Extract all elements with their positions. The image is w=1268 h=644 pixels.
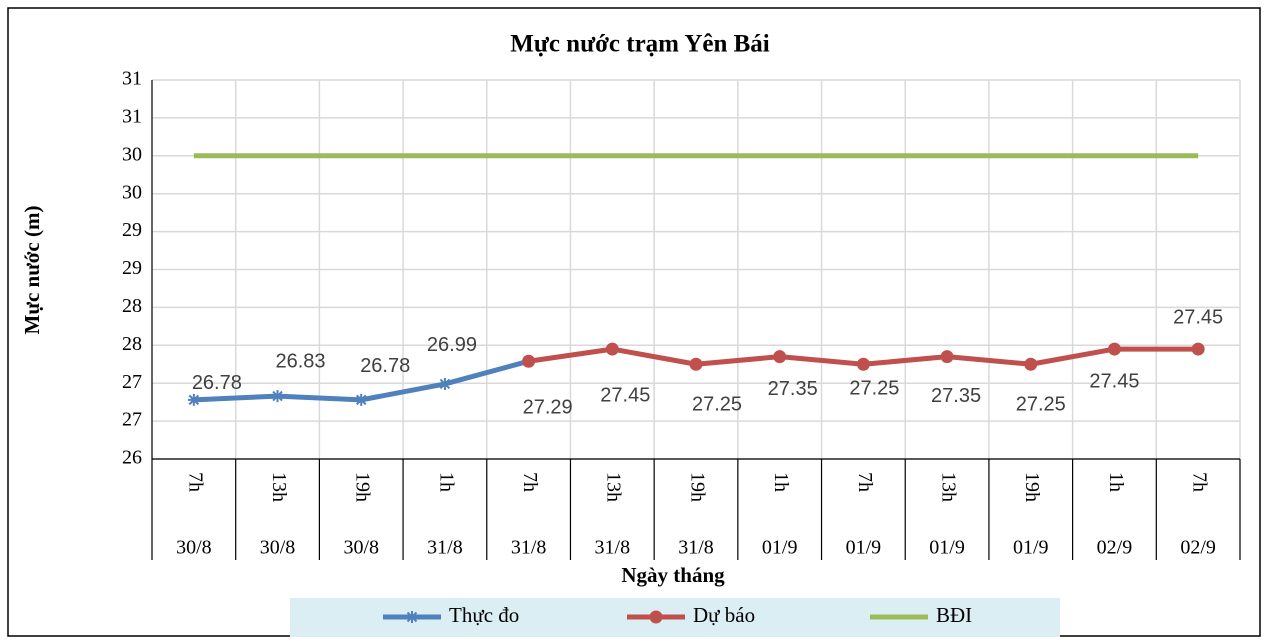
x-group-label: 31/8 xyxy=(595,537,631,559)
y-tick-label: 29 xyxy=(122,257,142,279)
data-point xyxy=(187,393,200,406)
data-point xyxy=(773,350,787,364)
x-group-label: 31/8 xyxy=(427,537,463,559)
data-label: 27.25 xyxy=(692,394,742,416)
x-tick-label: 7h xyxy=(854,472,876,492)
x-group-label: 01/9 xyxy=(1013,537,1049,559)
data-point xyxy=(438,377,451,390)
data-point xyxy=(1024,357,1038,371)
y-tick-label: 27 xyxy=(122,409,142,431)
x-tick-label: 19h xyxy=(352,472,374,502)
data-label: 27.45 xyxy=(600,384,650,406)
data-label: 26.83 xyxy=(276,350,326,372)
data-label: 27.35 xyxy=(931,385,981,407)
y-tick-label: 29 xyxy=(122,219,142,241)
y-tick-label: 26 xyxy=(122,447,142,469)
data-point xyxy=(605,342,619,356)
x-tick-label: 19h xyxy=(1021,472,1043,502)
x-tick-label: 13h xyxy=(268,472,290,502)
legend-marker xyxy=(406,611,418,623)
legend-marker xyxy=(649,610,663,624)
x-group-label: 02/9 xyxy=(1097,537,1133,559)
chart-border xyxy=(7,7,1261,637)
x-group-label: 31/8 xyxy=(678,537,714,559)
x-tick-label: 7h xyxy=(184,472,206,492)
data-point xyxy=(522,354,536,368)
data-label: 27.45 xyxy=(1173,306,1223,328)
data-label: 26.78 xyxy=(360,355,410,377)
y-tick-label: 30 xyxy=(122,181,142,203)
x-tick-label: 7h xyxy=(1189,472,1211,492)
data-label: 27.25 xyxy=(1016,394,1066,416)
legend-label: Dự báo xyxy=(693,603,755,627)
x-group-label: 01/9 xyxy=(846,537,882,559)
y-tick-label: 31 xyxy=(122,68,142,90)
data-point xyxy=(689,357,703,371)
x-group-label: 31/8 xyxy=(511,537,547,559)
data-label: 27.25 xyxy=(849,378,899,400)
x-group-label: 02/9 xyxy=(1180,537,1216,559)
x-group-label: 30/8 xyxy=(176,537,212,559)
data-label: 26.99 xyxy=(427,334,477,356)
x-tick-label: 19h xyxy=(686,472,708,502)
data-point xyxy=(856,357,870,371)
data-point xyxy=(271,390,284,403)
legend-label: Thực đo xyxy=(449,603,519,627)
x-tick-label: 1h xyxy=(435,472,457,492)
x-group-label: 30/8 xyxy=(260,537,296,559)
data-point xyxy=(355,393,368,406)
x-group-label: 01/9 xyxy=(762,537,798,559)
x-tick-label: 13h xyxy=(603,472,625,502)
legend-label: BĐI xyxy=(936,603,972,627)
x-tick-label: 1h xyxy=(770,472,792,492)
y-tick-label: 30 xyxy=(122,143,142,165)
data-label: 27.45 xyxy=(1089,370,1139,392)
y-tick-label: 28 xyxy=(122,333,142,355)
data-label: 27.35 xyxy=(768,378,818,400)
x-axis-title: Ngày tháng xyxy=(621,563,725,587)
data-point xyxy=(1107,342,1121,356)
data-label: 27.29 xyxy=(523,396,573,418)
x-group-label: 01/9 xyxy=(929,537,965,559)
y-tick-label: 31 xyxy=(122,105,142,127)
data-label: 26.78 xyxy=(192,372,242,394)
y-tick-label: 28 xyxy=(122,295,142,317)
data-point xyxy=(940,350,954,364)
data-point xyxy=(1191,342,1205,356)
chart-title: Mực nước trạm Yên Bái xyxy=(510,31,770,58)
x-tick-label: 13h xyxy=(937,472,959,502)
x-tick-label: 1h xyxy=(1105,472,1127,492)
x-group-label: 30/8 xyxy=(343,537,379,559)
y-tick-label: 27 xyxy=(122,371,142,393)
y-axis-title: Mực nước (m) xyxy=(20,206,44,335)
x-tick-label: 7h xyxy=(519,472,541,492)
